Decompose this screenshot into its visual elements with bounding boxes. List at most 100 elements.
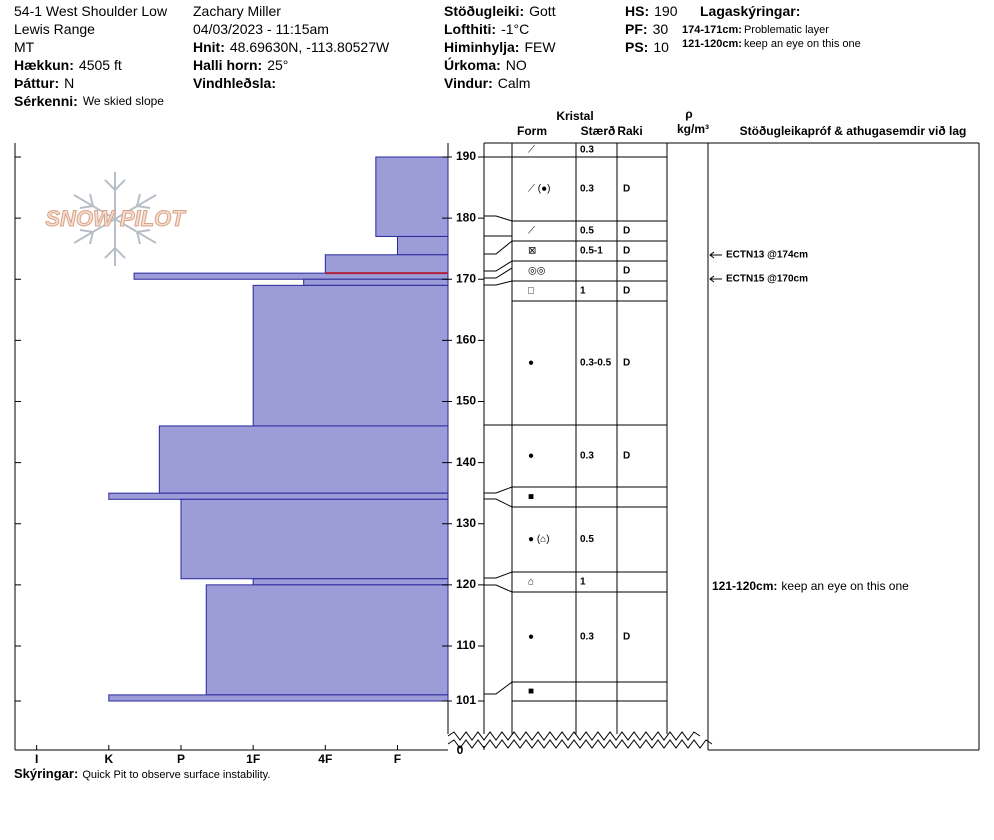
test-arrow bbox=[709, 275, 722, 283]
grain-size: 0.5 bbox=[580, 534, 594, 545]
layer-note-range: 121-120cm: bbox=[682, 38, 742, 50]
header-field-value: -1°C bbox=[501, 21, 529, 37]
y-tick-label: 140 bbox=[456, 455, 476, 469]
test-arrow bbox=[709, 251, 722, 259]
grain-size: 0.3 bbox=[580, 184, 594, 195]
header-field-value: Lewis Range bbox=[14, 21, 95, 37]
header-field-value: 25° bbox=[267, 57, 288, 73]
header-field-label: HS: bbox=[625, 3, 649, 19]
header-field: Sérkenni: We skied slope bbox=[14, 93, 164, 109]
table-header: Kristal bbox=[556, 109, 593, 123]
grain-size: 0.3-0.5 bbox=[580, 358, 612, 369]
layer-comment: 121-120cm: keep an eye on this one bbox=[712, 579, 909, 593]
hardness-layer bbox=[158, 425, 449, 494]
grain-size: 0.5-1 bbox=[580, 246, 603, 257]
footer-label: Skýringar: bbox=[14, 766, 78, 781]
x-tick-label: P bbox=[177, 752, 185, 766]
header-field-label: PS: bbox=[625, 39, 648, 55]
header-field-label: Vindhleðsla: bbox=[193, 75, 276, 91]
layer-note-text: Problematic layer bbox=[744, 24, 829, 36]
grain-size: 1 bbox=[580, 286, 586, 297]
moisture: D bbox=[623, 184, 630, 195]
grain-size: 0.3 bbox=[580, 632, 594, 643]
crystal-form: ⟋ (●) bbox=[528, 184, 550, 195]
header-field: Vindur: Calm bbox=[444, 75, 530, 91]
moisture: D bbox=[623, 451, 630, 462]
hardness-layer bbox=[303, 278, 449, 286]
moisture: D bbox=[623, 632, 630, 643]
header-field-value: 48.69630N, -113.80527W bbox=[230, 39, 390, 55]
stability-test: ECTN13 @174cm bbox=[726, 250, 808, 261]
header-field-value: Calm bbox=[498, 75, 531, 91]
hardness-layer bbox=[375, 156, 449, 237]
header-field-value: We skied slope bbox=[83, 94, 164, 108]
connector bbox=[484, 498, 513, 508]
header-field-label: PF: bbox=[625, 21, 648, 37]
layer-comment-range: 121-120cm: bbox=[712, 579, 777, 593]
y-tick-label: 130 bbox=[456, 516, 476, 530]
crystal-form: ● bbox=[528, 451, 534, 462]
header-field-value: 4505 ft bbox=[79, 57, 122, 73]
grain-size: 0.3 bbox=[580, 451, 594, 462]
stability-test: ECTN15 @170cm bbox=[726, 274, 808, 285]
header-field-label: Hnit: bbox=[193, 39, 225, 55]
header-field: Þáttur: N bbox=[14, 75, 74, 91]
crystal-form: ● (⌂) bbox=[528, 534, 550, 545]
connector bbox=[484, 584, 513, 593]
x-tick-label: 4F bbox=[318, 752, 332, 766]
y-tick-label: 160 bbox=[456, 333, 476, 347]
hardness-layer bbox=[252, 284, 449, 427]
footer-text: Quick Pit to observe surface instability… bbox=[82, 769, 270, 781]
header-field-label: Lagaskýringar: bbox=[700, 3, 800, 19]
header-field: Stöðugleiki: Gott bbox=[444, 3, 556, 19]
hardness-layer bbox=[396, 235, 449, 256]
header-field: Lewis Range bbox=[14, 21, 95, 37]
y-tick-label: 170 bbox=[456, 271, 476, 285]
header-field-label: Lofthiti: bbox=[444, 21, 496, 37]
header-field: Hnit: 48.69630N, -113.80527W bbox=[193, 39, 390, 55]
x-tick-label: K bbox=[104, 752, 113, 766]
hardness-layer bbox=[180, 498, 449, 580]
moisture: D bbox=[623, 358, 630, 369]
logo-snowflake bbox=[73, 172, 157, 266]
header-field: 54-1 West Shoulder Low bbox=[14, 3, 168, 19]
table-header: ρ bbox=[685, 107, 692, 121]
layer-note: 174-171cm: Problematic layer bbox=[682, 24, 829, 36]
hardness-layer bbox=[108, 492, 449, 500]
header-field-label: Halli horn: bbox=[193, 57, 262, 73]
table-header: Raki bbox=[617, 124, 642, 138]
crystal-form: ● bbox=[528, 632, 534, 643]
grain-size: 1 bbox=[580, 577, 586, 588]
header-field-value: FEW bbox=[524, 39, 556, 55]
connector bbox=[484, 240, 513, 255]
header-field-label: Hækkun: bbox=[14, 57, 74, 73]
header-field: Zachary Miller bbox=[193, 3, 281, 19]
connector bbox=[484, 681, 513, 695]
header-field-label: Sérkenni: bbox=[14, 93, 78, 109]
crystal-form: ⌂ bbox=[528, 577, 534, 588]
header-field: PF: 30 bbox=[625, 21, 668, 37]
connector bbox=[484, 280, 513, 286]
y-tick-label: 0 bbox=[457, 743, 464, 757]
y-tick-label: 120 bbox=[456, 577, 476, 591]
connector bbox=[484, 486, 513, 494]
crystal-form: ⊠ bbox=[528, 246, 536, 257]
header-field: Vindhleðsla: bbox=[193, 75, 276, 91]
header-field: Himinhylja: FEW bbox=[444, 39, 556, 55]
layer-note-range: 174-171cm: bbox=[682, 24, 742, 36]
x-tick-label: F bbox=[394, 752, 401, 766]
hardness-layer bbox=[252, 578, 449, 586]
moisture: D bbox=[623, 286, 630, 297]
table-header: Stöðugleikapróf & athugasemdir við lag bbox=[740, 124, 967, 138]
connector bbox=[484, 571, 513, 579]
header-field-value: 10 bbox=[653, 39, 669, 55]
header-field: HS: 190 bbox=[625, 3, 678, 19]
header-field-label: Himinhylja: bbox=[444, 39, 519, 55]
connector bbox=[484, 215, 513, 222]
header-field-label: Þáttur: bbox=[14, 75, 59, 91]
hardness-layer bbox=[133, 272, 449, 280]
header-field: PS: 10 bbox=[625, 39, 669, 55]
table-header: Stærð bbox=[581, 124, 616, 138]
header-field-label: Stöðugleiki: bbox=[444, 3, 524, 19]
